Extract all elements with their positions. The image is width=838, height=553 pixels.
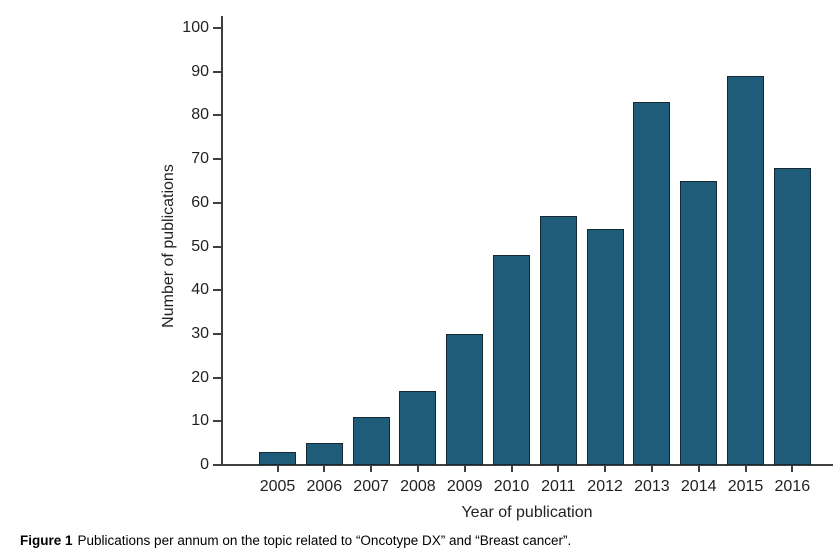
x-axis-tick-label: 2006 bbox=[306, 478, 343, 495]
bar-2006 bbox=[305, 443, 343, 465]
y-axis-tick bbox=[213, 376, 221, 379]
y-axis-title: Number of publications bbox=[160, 164, 177, 328]
x-axis-tick-label: 2012 bbox=[587, 478, 623, 495]
figure-caption-text: Publications per annum on the topic rela… bbox=[77, 533, 572, 548]
bar-2010 bbox=[493, 255, 530, 465]
y-axis-tick-label: 40 bbox=[191, 281, 209, 299]
y-axis-tick-label: 30 bbox=[191, 324, 209, 342]
x-axis-tick-label: 2013 bbox=[634, 478, 670, 495]
y-axis-tick-label: 0 bbox=[200, 456, 209, 473]
bar-2012 bbox=[586, 229, 624, 465]
x-axis-tick bbox=[510, 466, 513, 472]
figure-caption-label: Figure 1 bbox=[20, 533, 73, 548]
figure-caption: Figure 1 Publications per annum on the to… bbox=[20, 533, 571, 548]
x-axis-tick-label: 2015 bbox=[727, 478, 764, 495]
bar-2008 bbox=[399, 390, 437, 465]
y-axis-tick bbox=[213, 420, 221, 423]
y-axis-tick-label: 10 bbox=[191, 412, 209, 430]
bar-2016 bbox=[773, 167, 811, 465]
y-axis-tick bbox=[213, 464, 221, 466]
x-axis-tick-label: 2005 bbox=[259, 478, 296, 495]
x-axis-tick bbox=[463, 466, 466, 472]
y-axis-tick bbox=[213, 27, 221, 29]
x-axis-tick bbox=[416, 466, 419, 472]
x-axis-tick-label: 2007 bbox=[353, 478, 389, 495]
x-axis-tick-label: 2010 bbox=[493, 478, 530, 495]
y-axis-tick-label: 80 bbox=[191, 106, 209, 124]
bar-2015 bbox=[727, 76, 764, 465]
x-axis-tick bbox=[276, 466, 279, 472]
y-axis-tick bbox=[213, 245, 221, 248]
x-axis-tick bbox=[323, 466, 326, 472]
x-axis-tick bbox=[557, 466, 560, 472]
y-axis-tick-label: 20 bbox=[191, 368, 209, 386]
y-axis-tick bbox=[213, 201, 221, 204]
bar-2007 bbox=[352, 416, 390, 465]
x-axis-tick-label: 2014 bbox=[680, 478, 717, 495]
x-axis-title: Year of publication bbox=[461, 504, 593, 521]
y-axis-tick bbox=[213, 158, 221, 161]
bar-2014 bbox=[680, 180, 718, 465]
y-axis-tick bbox=[213, 114, 221, 117]
x-axis-line bbox=[221, 464, 833, 466]
y-axis-tick bbox=[213, 332, 221, 335]
x-axis-tick bbox=[370, 466, 373, 472]
x-axis-tick-label: 2009 bbox=[446, 478, 483, 495]
y-axis-tick bbox=[213, 289, 221, 292]
y-axis-tick bbox=[213, 70, 221, 73]
bar-2009 bbox=[446, 333, 484, 465]
y-axis-tick-label: 70 bbox=[191, 150, 209, 168]
y-axis-tick-label: 50 bbox=[191, 237, 209, 255]
x-axis-tick bbox=[697, 466, 700, 472]
x-axis-tick-label: 2008 bbox=[400, 478, 436, 495]
x-axis-tick bbox=[744, 466, 747, 472]
bar-2011 bbox=[539, 215, 577, 465]
bar-2005 bbox=[259, 451, 296, 465]
y-axis-tick-label: 60 bbox=[191, 193, 209, 211]
y-axis-tick-label: 100 bbox=[182, 19, 209, 36]
x-axis-tick-label: 2016 bbox=[774, 478, 811, 495]
x-axis-tick-label: 2011 bbox=[541, 478, 576, 495]
x-axis-tick bbox=[604, 466, 607, 472]
y-axis-tick-label: 90 bbox=[191, 62, 209, 80]
y-axis-line bbox=[221, 16, 223, 466]
x-axis-tick bbox=[791, 466, 794, 472]
bar-2013 bbox=[633, 102, 671, 465]
x-axis-tick bbox=[650, 466, 653, 472]
